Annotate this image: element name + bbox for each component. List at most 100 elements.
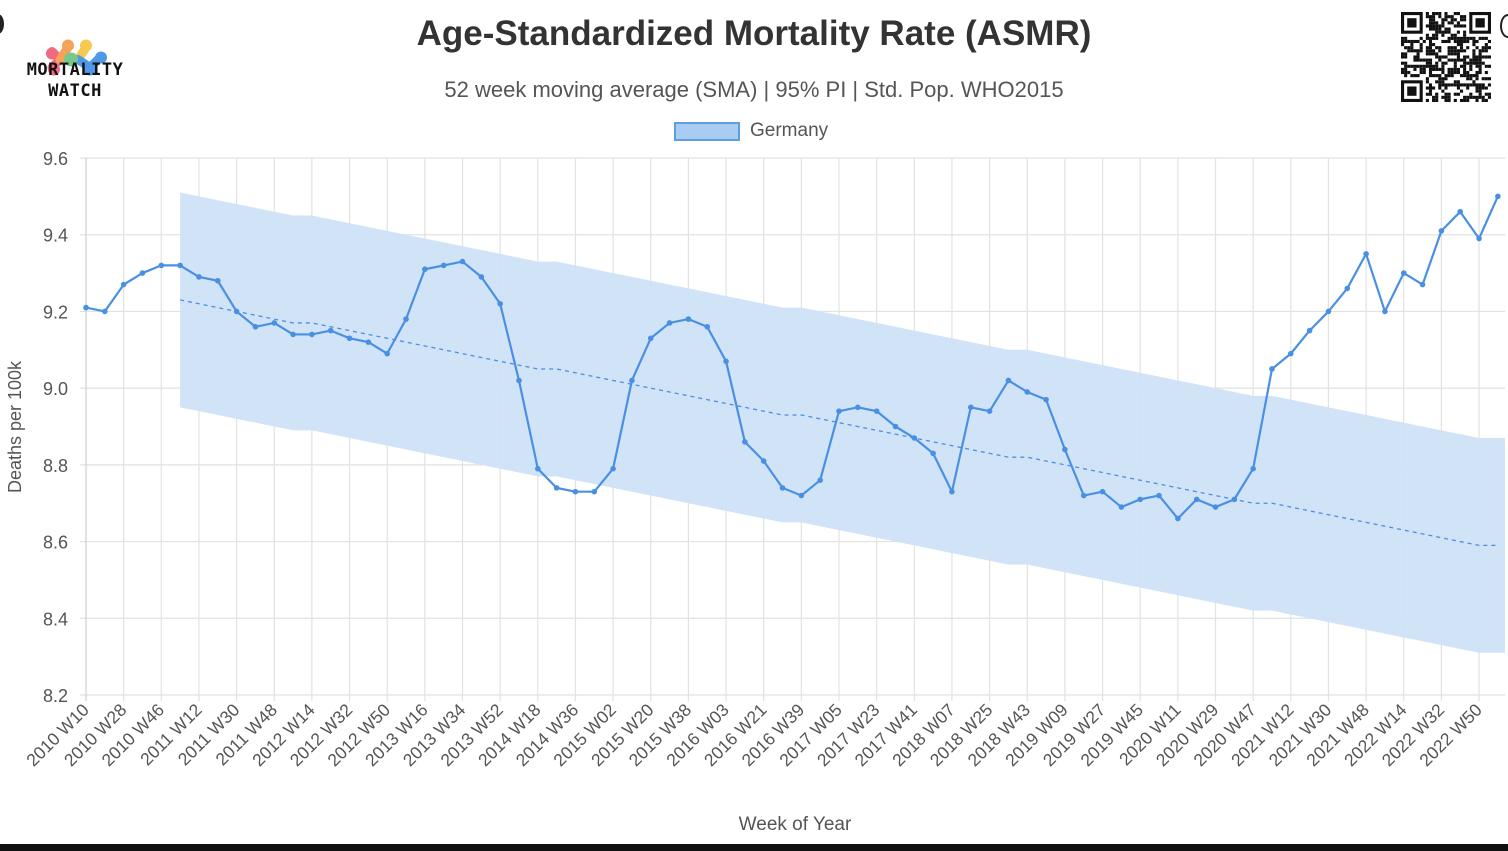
qr-module	[1419, 49, 1423, 53]
data-point	[911, 435, 918, 441]
qr-module	[1472, 52, 1476, 56]
qr-module	[1487, 83, 1491, 87]
qr-module	[1428, 39, 1433, 44]
qr-module	[1432, 43, 1436, 47]
qr-module	[1447, 67, 1451, 71]
qr-module	[1419, 58, 1423, 62]
qr-module	[1435, 64, 1439, 68]
qr-module	[1472, 58, 1476, 62]
qr-module	[1459, 89, 1464, 93]
qr-module	[1453, 83, 1457, 87]
qr-module	[1463, 95, 1467, 99]
data-point	[252, 323, 259, 330]
qr-module	[1472, 80, 1476, 84]
qr-module	[1410, 64, 1414, 68]
qr-module	[1463, 67, 1467, 71]
qr-module	[1410, 39, 1414, 44]
qr-module	[1478, 55, 1482, 59]
qr-module	[1456, 86, 1460, 90]
legend-item-germany[interactable]: Germany	[674, 120, 828, 142]
qr-module	[1456, 30, 1460, 34]
qr-module	[1419, 36, 1423, 40]
data-point	[817, 477, 823, 484]
qr-module	[1459, 83, 1464, 87]
qr-module	[1425, 86, 1429, 90]
qr-module	[1419, 67, 1423, 71]
qr-module	[1475, 83, 1479, 87]
data-point	[1043, 396, 1049, 403]
qr-module	[1441, 30, 1445, 34]
qr-module	[1484, 36, 1488, 40]
data-point	[214, 277, 221, 284]
data-point	[1400, 270, 1407, 276]
qr-module	[1438, 80, 1442, 84]
qr-module	[1432, 15, 1436, 19]
qr-module	[1481, 36, 1485, 40]
qr-module	[1428, 61, 1433, 65]
qr-module	[1463, 36, 1467, 40]
data-point	[327, 327, 334, 334]
qr-module	[1425, 98, 1429, 102]
qr-module	[1422, 64, 1426, 68]
qr-module	[1487, 55, 1491, 59]
qr-module	[1456, 36, 1460, 40]
qr-module	[1447, 98, 1451, 102]
qr-module	[1463, 74, 1467, 78]
qr-module	[1463, 15, 1467, 19]
qr-module	[1410, 43, 1414, 47]
qr-module	[1466, 36, 1470, 40]
qr-module	[1453, 52, 1457, 56]
qr-module	[1450, 83, 1454, 87]
qr-module	[1466, 74, 1470, 78]
data-point	[1212, 504, 1219, 510]
qr-module	[1466, 95, 1470, 99]
qr-module	[1432, 67, 1436, 71]
qr-module	[1487, 95, 1491, 99]
qr-module	[1425, 46, 1429, 50]
qr-module	[1481, 61, 1485, 65]
data-point	[591, 488, 598, 495]
chart-subtitle: 52 week moving average (SMA) | 95% PI | …	[444, 77, 1064, 102]
qr-module	[1463, 30, 1467, 34]
qr-module	[1425, 52, 1429, 56]
data-point	[836, 408, 842, 414]
qr-module	[1481, 95, 1485, 99]
qr-module	[1435, 33, 1439, 37]
qr-module	[1450, 36, 1454, 40]
series-germany	[83, 193, 1501, 522]
prediction-interval-band	[180, 192, 1505, 653]
qr-module	[1447, 74, 1451, 78]
prediction-interval	[180, 192, 1505, 653]
qr-module	[1419, 46, 1423, 50]
qr-module	[1435, 61, 1439, 65]
qr-module	[1463, 33, 1467, 37]
data-point	[1288, 350, 1294, 357]
qr-module	[1447, 58, 1451, 62]
qr-module	[1438, 67, 1442, 71]
qr-module	[1487, 92, 1491, 96]
qr-module	[1463, 70, 1467, 75]
qr-module	[1472, 61, 1476, 65]
y-tick-label: 8.6	[43, 533, 68, 553]
qr-module	[1456, 39, 1460, 44]
qr-module	[1438, 58, 1442, 62]
qr-module	[1438, 49, 1442, 53]
qr-module	[1450, 52, 1454, 56]
data-point	[271, 320, 278, 326]
qr-module	[1450, 46, 1454, 50]
qr-module	[1453, 39, 1457, 44]
qr-module	[1428, 46, 1433, 50]
qr-module	[1487, 46, 1491, 50]
qr-module	[1472, 74, 1476, 78]
data-point	[723, 358, 729, 365]
qr-module	[1425, 24, 1429, 28]
qr-module	[1407, 39, 1411, 44]
y-tick-label: 8.8	[43, 456, 68, 476]
data-point	[1005, 377, 1012, 384]
data-point	[1495, 193, 1501, 200]
qr-module	[1459, 49, 1464, 53]
data-point	[967, 404, 974, 411]
qr-module	[1447, 70, 1451, 75]
qr-module	[1413, 49, 1417, 53]
qr-module	[1450, 15, 1454, 19]
